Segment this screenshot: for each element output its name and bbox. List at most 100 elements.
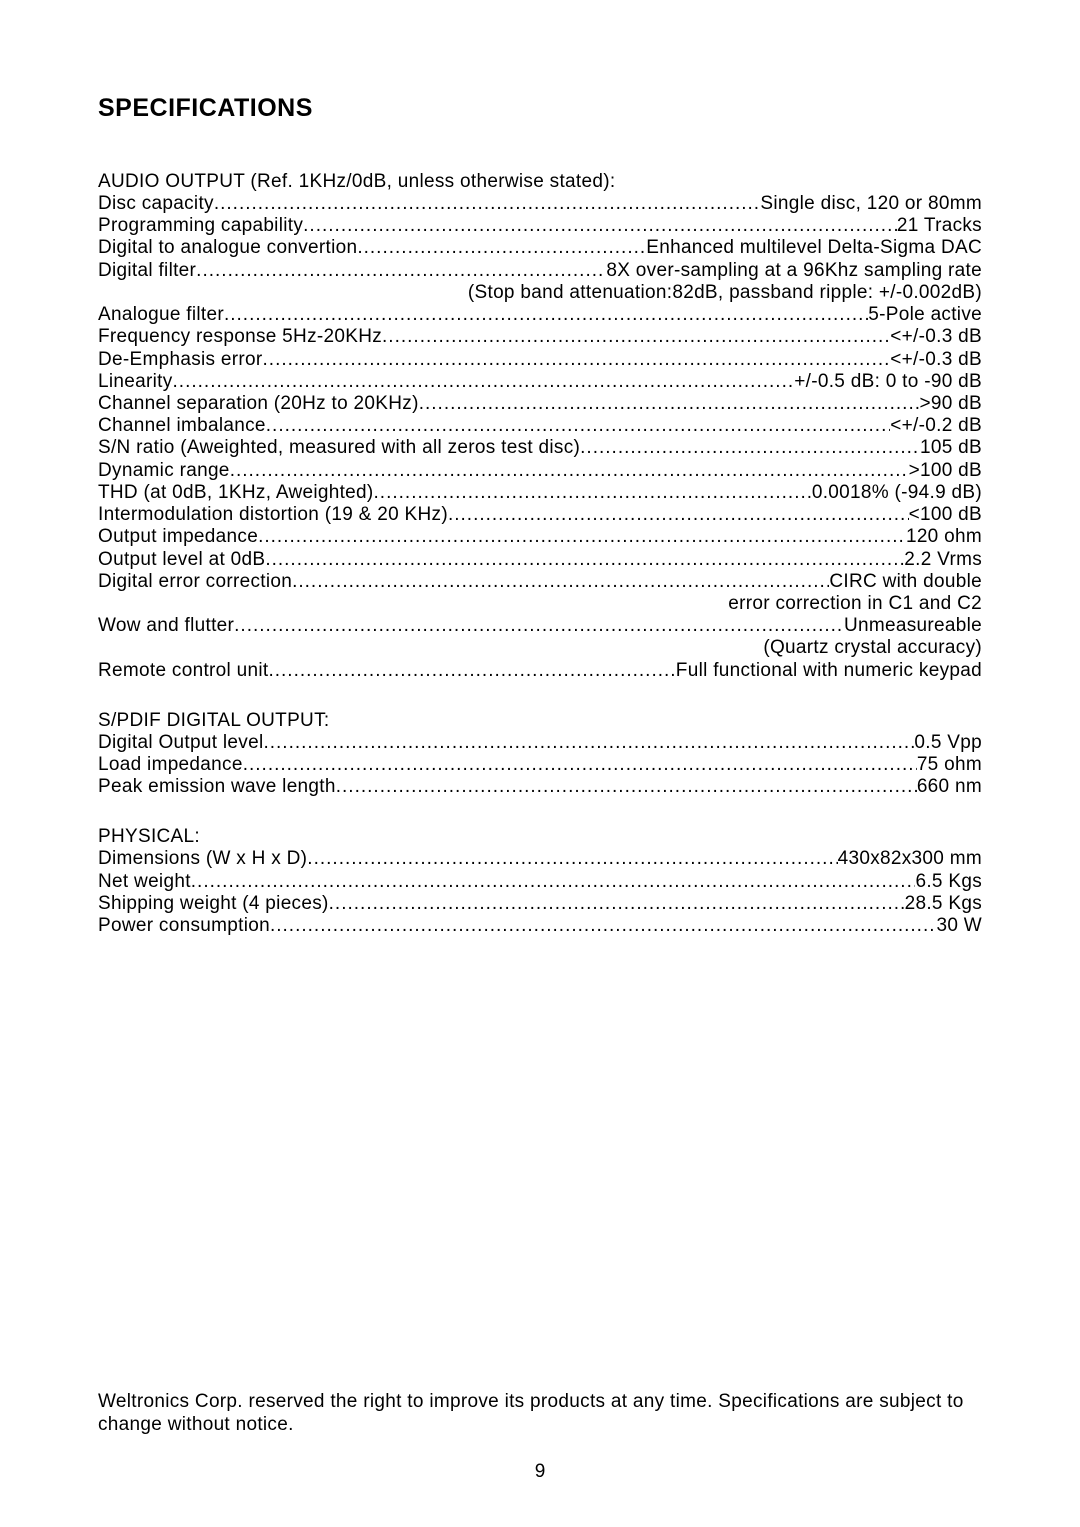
spec-label: Disc capacity xyxy=(98,193,214,215)
dot-leader xyxy=(329,893,905,915)
dot-leader xyxy=(580,437,920,459)
spec-label: Net weight xyxy=(98,871,191,893)
spec-row: Output level at 0dB 2.2 Vrms xyxy=(98,549,982,571)
spec-label: Programming capability xyxy=(98,215,303,237)
dot-leader xyxy=(268,660,675,682)
spec-value: 8X over-sampling at a 96Khz sampling rat… xyxy=(606,260,982,282)
spec-value: 28.5 Kgs xyxy=(905,893,982,915)
dot-leader xyxy=(374,482,812,504)
spec-row: Disc capacitySingle disc, 120 or 80mm xyxy=(98,193,982,215)
spec-value: <100 dB xyxy=(909,504,982,526)
spec-label: Digital to analogue convertion xyxy=(98,237,357,259)
dot-leader xyxy=(243,754,917,776)
spec-row: De-Emphasis error <+/-0.3 dB xyxy=(98,349,982,371)
spec-row: Net weight6.5 Kgs xyxy=(98,871,982,893)
spec-label: Digital Output level xyxy=(98,732,263,754)
spec-value: 0.5 Vpp xyxy=(914,732,982,754)
spec-row: Wow and flutter Unmeasureable xyxy=(98,615,982,637)
dot-leader xyxy=(191,871,916,893)
dot-leader xyxy=(265,549,904,571)
dot-leader xyxy=(234,615,844,637)
dot-leader xyxy=(224,304,868,326)
disclaimer-text: Weltronics Corp. reserved the right to i… xyxy=(98,1391,982,1437)
spec-row: Analogue filter 5-Pole active xyxy=(98,304,982,326)
dot-leader xyxy=(258,526,906,548)
dot-leader xyxy=(448,504,909,526)
spec-label: THD (at 0dB, 1KHz, Aweighted) xyxy=(98,482,374,504)
section-header: PHYSICAL: xyxy=(98,826,982,848)
spec-row: Digital Output level 0.5 Vpp xyxy=(98,732,982,754)
spec-label: Linearity xyxy=(98,371,173,393)
dot-leader xyxy=(173,371,795,393)
spec-value: >90 dB xyxy=(919,393,982,415)
specifications-list: AUDIO OUTPUT (Ref. 1KHz/0dB, unless othe… xyxy=(98,171,982,937)
spec-row: Channel imbalance<+/-0.2 dB xyxy=(98,415,982,437)
section-header: AUDIO OUTPUT (Ref. 1KHz/0dB, unless othe… xyxy=(98,171,982,193)
dot-leader xyxy=(214,193,761,215)
dot-leader xyxy=(230,460,909,482)
spec-label: Load impedance xyxy=(98,754,243,776)
dot-leader xyxy=(263,732,914,754)
spec-value: <+/-0.3 dB xyxy=(890,349,982,371)
spec-label: Wow and flutter xyxy=(98,615,234,637)
dot-leader xyxy=(263,349,891,371)
spec-row: Digital error correction CIRC with double xyxy=(98,571,982,593)
dot-leader xyxy=(270,915,936,937)
spec-row: Intermodulation distortion (19 & 20 KHz)… xyxy=(98,504,982,526)
spec-row: Linearity +/-0.5 dB: 0 to -90 dB xyxy=(98,371,982,393)
spec-label: Dynamic range xyxy=(98,460,230,482)
spec-value: <+/-0.2 dB xyxy=(890,415,982,437)
spec-label: Intermodulation distortion (19 & 20 KHz) xyxy=(98,504,448,526)
spec-label: Digital error correction xyxy=(98,571,292,593)
page-title: SPECIFICATIONS xyxy=(98,94,982,123)
spec-label: Analogue filter xyxy=(98,304,224,326)
spec-value: 2.2 Vrms xyxy=(904,549,982,571)
dot-leader xyxy=(357,237,646,259)
spec-row: Channel separation (20Hz to 20KHz) >90 dB xyxy=(98,393,982,415)
spec-value: 75 ohm xyxy=(917,754,982,776)
dot-leader xyxy=(292,571,829,593)
spec-label: Output level at 0dB xyxy=(98,549,265,571)
spec-continuation: error correction in C1 and C2 xyxy=(98,593,982,615)
spec-row: THD (at 0dB, 1KHz, Aweighted) 0.0018% (-9… xyxy=(98,482,982,504)
spec-row: Digital to analogue convertion Enhanced m… xyxy=(98,237,982,259)
spec-value: Enhanced multilevel Delta-Sigma DAC xyxy=(646,237,982,259)
spec-value: 21 Tracks xyxy=(897,215,982,237)
spec-label: Remote control unit xyxy=(98,660,268,682)
spec-row: S/N ratio (Aweighted, measured with all … xyxy=(98,437,982,459)
spec-row: Load impedance 75 ohm xyxy=(98,754,982,776)
spec-value: Unmeasureable xyxy=(844,615,982,637)
spec-row: Dynamic range >100 dB xyxy=(98,460,982,482)
spec-label: Digital filter xyxy=(98,260,196,282)
spec-row: Shipping weight (4 pieces)28.5 Kgs xyxy=(98,893,982,915)
spec-continuation: (Stop band attenuation:82dB, passband ri… xyxy=(98,282,982,304)
section-header: S/PDIF DIGITAL OUTPUT: xyxy=(98,710,982,732)
dot-leader xyxy=(307,848,837,870)
spec-label: Power consumption xyxy=(98,915,270,937)
dot-leader xyxy=(382,326,890,348)
page: SPECIFICATIONS AUDIO OUTPUT (Ref. 1KHz/0… xyxy=(0,0,1080,1527)
dot-leader xyxy=(419,393,920,415)
dot-leader xyxy=(266,415,891,437)
spec-value: 0.0018% (-94.9 dB) xyxy=(812,482,982,504)
spec-label: S/N ratio (Aweighted, measured with all … xyxy=(98,437,580,459)
spec-value: +/-0.5 dB: 0 to -90 dB xyxy=(794,371,982,393)
dot-leader xyxy=(196,260,606,282)
spec-value: 30 W xyxy=(936,915,982,937)
spec-label: De-Emphasis error xyxy=(98,349,263,371)
spec-value: CIRC with double xyxy=(829,571,982,593)
spec-row: Dimensions (W x H x D) 430x82x300 mm xyxy=(98,848,982,870)
spec-value: <+/-0.3 dB xyxy=(890,326,982,348)
spec-row: Digital filter 8X over-sampling at a 96Kh… xyxy=(98,260,982,282)
spec-label: Frequency response 5Hz-20KHz xyxy=(98,326,382,348)
spec-row: Output impedance120 ohm xyxy=(98,526,982,548)
spec-label: Channel separation (20Hz to 20KHz) xyxy=(98,393,419,415)
page-number: 9 xyxy=(0,1461,1080,1483)
spec-label: Dimensions (W x H x D) xyxy=(98,848,307,870)
spec-value: 430x82x300 mm xyxy=(838,848,982,870)
spec-value: 120 ohm xyxy=(906,526,982,548)
spec-row: Peak emission wave length660 nm xyxy=(98,776,982,798)
spec-value: 5-Pole active xyxy=(868,304,982,326)
spec-value: >100 dB xyxy=(909,460,982,482)
spec-label: Peak emission wave length xyxy=(98,776,336,798)
